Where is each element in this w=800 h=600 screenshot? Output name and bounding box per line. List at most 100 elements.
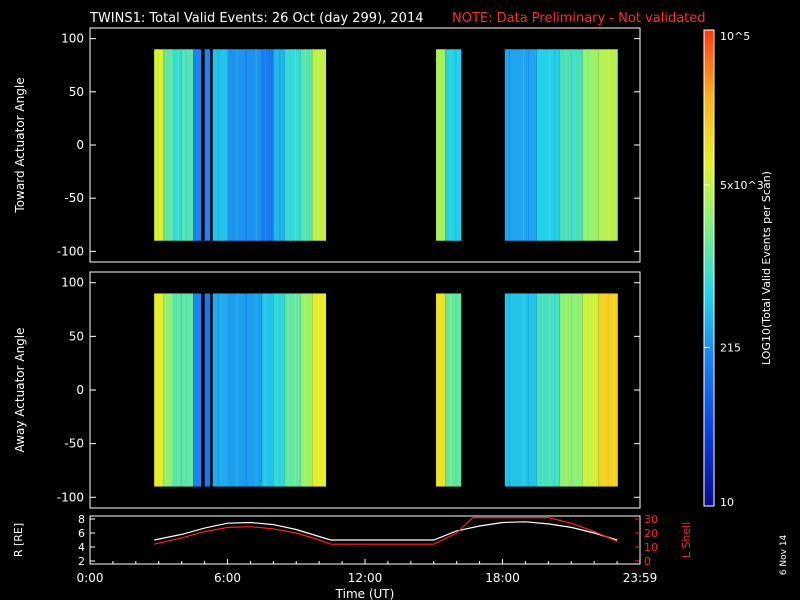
toward-heat-streak — [231, 49, 233, 241]
toward-heat-streak — [539, 49, 542, 241]
toward-heat-streak — [304, 49, 307, 241]
away-y-tick-label: 0 — [76, 383, 84, 397]
toward-heat-streak — [245, 49, 247, 241]
away-heat-streak — [522, 293, 524, 487]
x-axis-label: Time (UT) — [335, 587, 395, 600]
orbit-left-label: R [RE] — [12, 523, 25, 557]
away-heat-column — [181, 293, 194, 487]
toward-y-tick-label: 100 — [61, 32, 84, 46]
away-heat-streak — [616, 293, 618, 487]
away-y-tick-label: 50 — [69, 329, 84, 343]
colorbar-tick-label: 10 — [720, 496, 734, 509]
toward-heat-streak — [553, 49, 556, 241]
toward-heat-streak — [222, 49, 224, 241]
toward-heat-column — [261, 49, 274, 241]
away-heat-streak — [304, 293, 307, 487]
toward-heat-column — [163, 49, 173, 241]
toward-data-gap — [201, 49, 205, 241]
away-heat-streak — [245, 293, 247, 487]
away-y-label: Away Actuator Angle — [13, 327, 27, 452]
toward-y-tick-label: -100 — [57, 244, 84, 258]
toward-heat-streak — [236, 49, 238, 241]
away-heat-streak — [324, 293, 326, 487]
colorbar: 10 215 5x10^3 10^5 LOG10(Total Valid Events… — [703, 29, 773, 509]
toward-heat-streak — [592, 49, 594, 241]
away-heat-column — [261, 293, 274, 487]
toward-heat-streak — [527, 49, 529, 241]
toward-heat-streak — [450, 49, 452, 241]
toward-heat-streak — [157, 49, 159, 241]
toward-heat-column — [312, 49, 327, 241]
toward-heat-streak — [264, 49, 267, 241]
away-heatmap — [154, 293, 618, 487]
toward-heat-streak — [217, 49, 219, 241]
away-heat-streak — [231, 293, 233, 487]
orbit-left-tick-label: 6 — [78, 527, 85, 540]
toward-heat-streak — [455, 49, 457, 241]
date-stamp: 6 Nov 14 — [779, 534, 789, 575]
time-tick-label: 0:00 — [77, 571, 104, 585]
orbit-right-tick-label: 30 — [644, 513, 658, 526]
toward-heat-streak — [570, 49, 572, 241]
away-heat-streak — [602, 293, 604, 487]
colorbar-tick-label: 5x10^3 — [720, 179, 764, 192]
toward-panel: 100 50 0 -50 -100 — [57, 27, 641, 263]
away-y-axis: 100 50 0 -50 -100 — [57, 276, 640, 504]
time-tick-label: 6:00 — [214, 571, 241, 585]
time-tick-label: 23:59 — [623, 571, 658, 585]
toward-heat-streak — [185, 49, 187, 241]
r-series-line — [154, 521, 618, 541]
orbit-right-tick-label: 10 — [644, 541, 658, 554]
toward-heat-streak — [508, 49, 510, 241]
toward-heat-streak — [602, 49, 604, 241]
away-heat-streak — [196, 293, 198, 487]
lshell-series-line — [154, 516, 618, 545]
toward-heatmap — [154, 49, 618, 241]
away-heat-streak — [279, 293, 281, 487]
away-heat-streak — [565, 293, 567, 487]
colorbar-ticks: 10 215 5x10^3 10^5 — [704, 29, 764, 509]
away-heat-streak — [450, 293, 452, 487]
orbit-left-tick-label: 4 — [78, 541, 85, 554]
toward-heat-streak — [324, 49, 326, 241]
toward-heat-column — [204, 49, 211, 241]
orbit-left-tick-label: 2 — [78, 555, 85, 568]
toward-y-tick-label: 50 — [69, 85, 84, 99]
toward-heat-streak — [587, 49, 589, 241]
away-heat-streak — [185, 293, 187, 487]
away-heat-streak — [575, 293, 577, 487]
away-heat-streak — [508, 293, 510, 487]
away-heat-column — [436, 293, 446, 487]
away-data-gap — [210, 293, 213, 487]
away-heat-column — [284, 293, 301, 487]
away-heat-streak — [289, 293, 291, 487]
away-heat-streak — [527, 293, 529, 487]
away-heat-column — [445, 293, 462, 487]
away-y-tick-label: -50 — [64, 437, 84, 451]
colorbar-label: LOG10(Total Valid Events per Scan) — [760, 171, 773, 365]
toward-data-gap — [210, 49, 213, 241]
toward-heat-column — [445, 49, 462, 241]
toward-heat-streak — [196, 49, 198, 241]
away-heat-streak — [264, 293, 267, 487]
away-heat-streak — [294, 293, 296, 487]
away-heat-streak — [255, 293, 257, 487]
colorbar-tick-label: 10^5 — [720, 30, 750, 43]
away-heat-streak — [548, 293, 551, 487]
away-heat-streak — [222, 293, 224, 487]
away-heat-streak — [532, 293, 534, 487]
away-heat-streak — [315, 293, 317, 487]
away-heat-column — [300, 293, 313, 487]
away-heat-streak — [157, 293, 159, 487]
away-heat-streak — [570, 293, 572, 487]
toward-heat-streak — [169, 49, 171, 241]
away-heat-streak — [587, 293, 589, 487]
away-heat-streak — [539, 293, 542, 487]
orbit-left-tick-label: 8 — [78, 513, 85, 526]
colorbar-gradient — [703, 29, 715, 507]
away-heat-streak — [442, 293, 444, 487]
